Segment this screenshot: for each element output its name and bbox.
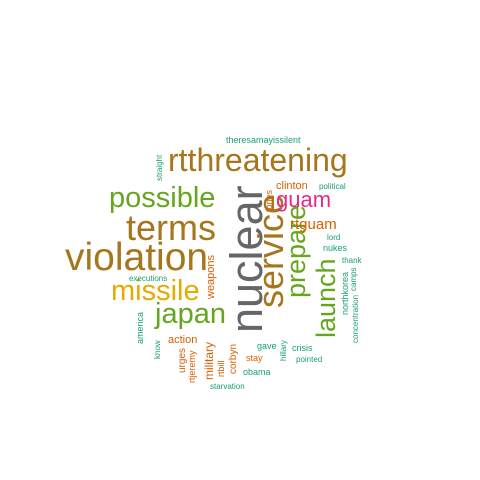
word-launch: launch: [311, 258, 342, 338]
word-starvation: starvation: [210, 381, 245, 391]
word-northkorea: northkorea: [340, 272, 351, 316]
word-hillary: hillary: [279, 340, 289, 361]
word-lord: lord: [327, 232, 341, 242]
word-know: know: [153, 340, 163, 359]
word-thank: thank: [342, 255, 362, 265]
word-possible: possible: [109, 181, 216, 214]
word-rtthreatening: rtthreatening: [168, 142, 348, 179]
word-political: political: [319, 181, 346, 191]
word-pointed: pointed: [296, 354, 323, 364]
word-rtjeremy: rtjeremy: [187, 350, 198, 383]
word-japan: japan: [155, 297, 226, 330]
word-rtguam: rtguam: [290, 216, 337, 234]
word-obama: obama: [243, 367, 271, 378]
word-violation: violation: [65, 235, 209, 279]
word-tories: tories: [264, 190, 275, 213]
word-straight: straight: [155, 155, 165, 182]
word-nukes: nukes: [323, 243, 348, 254]
word-missile: missile: [111, 274, 200, 307]
word-america: america: [135, 312, 146, 345]
word-executions: executions: [129, 273, 168, 283]
word-theresamayissilent: theresamayissilent: [226, 135, 301, 146]
word-rtbill: rtbill: [216, 360, 227, 377]
word-concentration: concentration: [351, 295, 361, 344]
word-terms: terms: [126, 206, 216, 248]
word-weapons: weapons: [204, 255, 217, 300]
word-camps: camps: [349, 267, 359, 291]
word-clinton: clinton: [276, 180, 308, 193]
word-corbyn: corbyn: [228, 344, 239, 375]
word-stay: stay: [246, 353, 263, 364]
word-action: action: [168, 334, 198, 347]
word-crisis: crisis: [292, 343, 313, 354]
word-gave: gave: [257, 341, 277, 352]
word-guam: guam: [276, 187, 332, 213]
word-military: military: [201, 342, 216, 380]
